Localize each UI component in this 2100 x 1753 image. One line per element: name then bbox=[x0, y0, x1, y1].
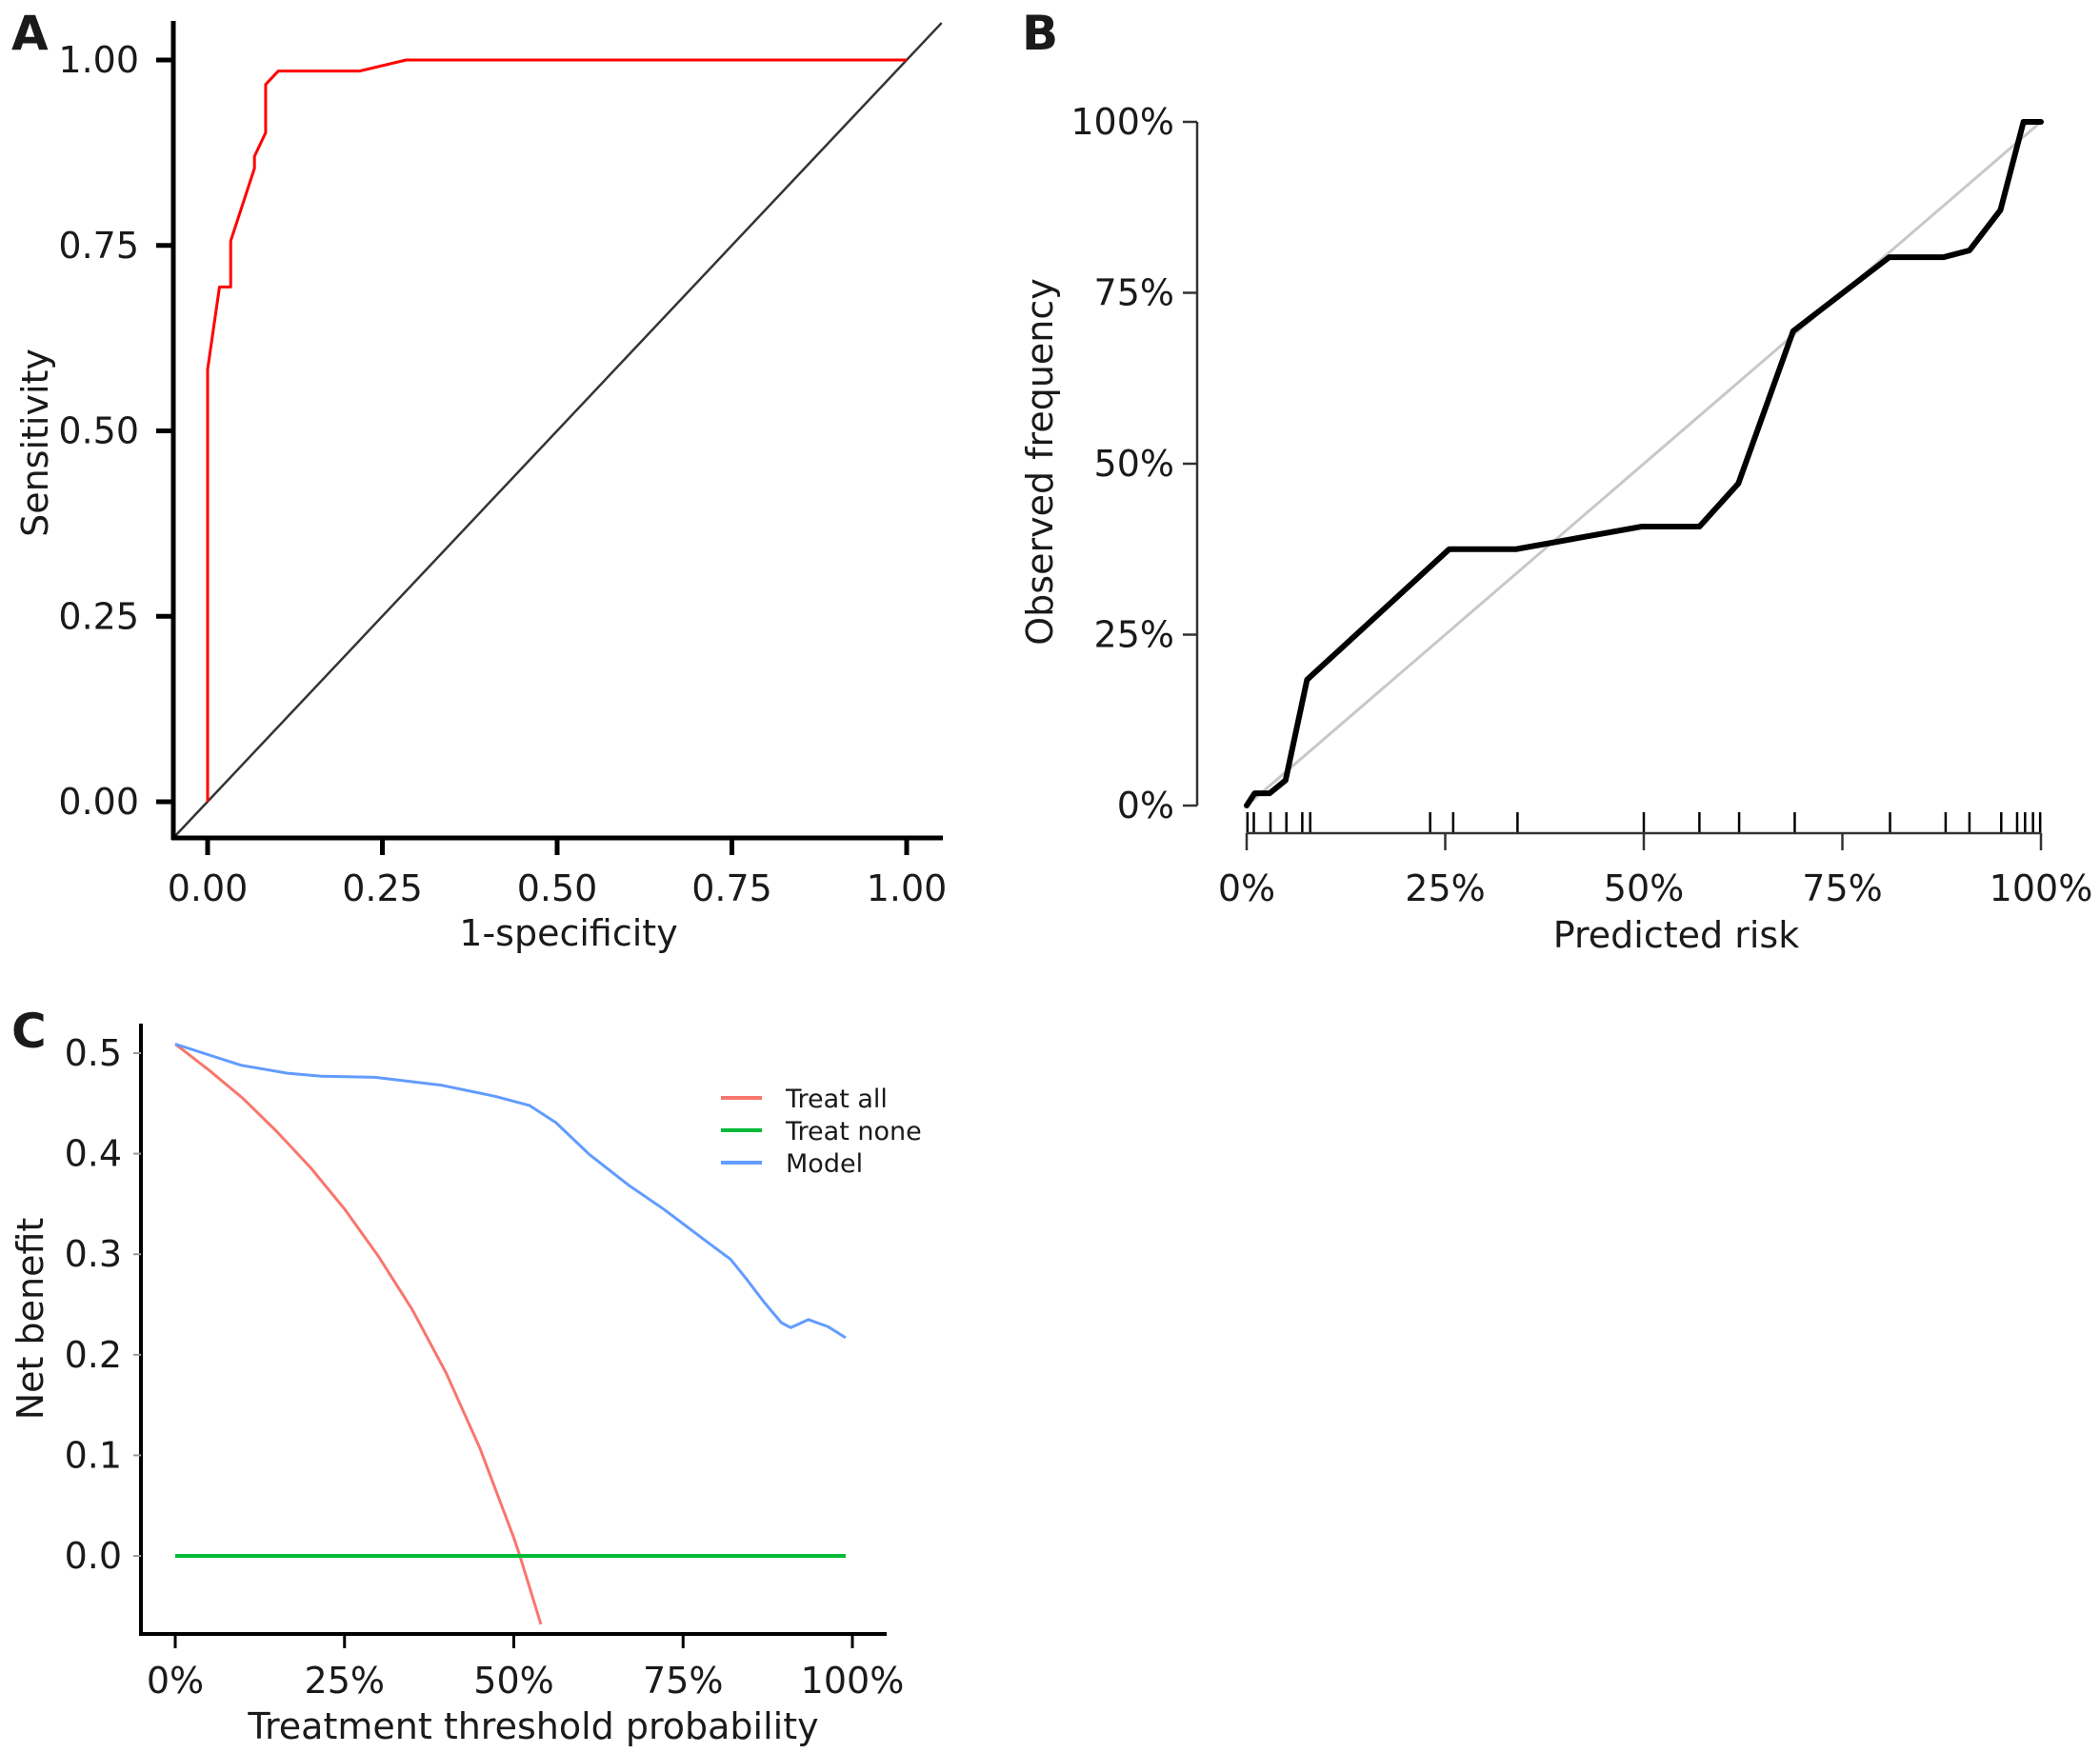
y-tick-label: 0.50 bbox=[58, 410, 139, 452]
legend-label-model: Model bbox=[786, 1149, 863, 1179]
y-tick-label: 50% bbox=[1094, 443, 1174, 485]
panel-c-axes: 0.0 0.1 0.2 0.3 0.4 0.5 0% 25% 50% 75% 100% bbox=[65, 1024, 905, 1702]
x-tick-label: 50% bbox=[473, 1660, 553, 1702]
panel-c-decision-curve-chart: C 0.0 0.1 0.2 0.3 0.4 0.5 0% 25% 50% 75% 100% Trea… bbox=[10, 1004, 922, 1747]
ideal-calibration-line bbox=[1246, 120, 2042, 807]
panel-a-marks bbox=[172, 22, 943, 839]
x-tick-label: 75% bbox=[1802, 867, 1882, 909]
panel-c-label: C bbox=[11, 1004, 47, 1059]
panel-b-axes: 0% 25% 50% 75% 100% 0% 25% 50% 75% 100% bbox=[1070, 101, 2092, 909]
y-tick-label: 0.0 bbox=[65, 1535, 122, 1577]
x-tick-label: 0.25 bbox=[342, 867, 423, 909]
y-tick-label: 1.00 bbox=[58, 39, 139, 81]
x-tick-label: 25% bbox=[305, 1660, 385, 1702]
x-tick-label: 0% bbox=[1218, 867, 1275, 909]
panel-c-marks bbox=[174, 1043, 847, 1625]
panel-a-label: A bbox=[11, 6, 49, 61]
panel-b-calibration-chart: B 0% 25% 50% 75% 100% 0% 25% 50% 75% 100% Predict… bbox=[1019, 6, 2092, 956]
x-tick-label: 100% bbox=[1990, 867, 2093, 909]
x-tick-label: 25% bbox=[1405, 867, 1485, 909]
x-tick-label: 75% bbox=[643, 1660, 723, 1702]
x-tick-label: 0.00 bbox=[168, 867, 249, 909]
y-tick-label: 0.00 bbox=[58, 781, 139, 823]
y-tick-label: 25% bbox=[1094, 614, 1174, 656]
panel-a-roc-chart: A 0.00 0.25 0.50 0.75 1.00 0.00 0.25 0.50 0.75 1.… bbox=[11, 6, 947, 954]
x-tick-label: 0.50 bbox=[517, 867, 598, 909]
panel-b-x-axis-title: Predicted risk bbox=[1553, 914, 1799, 956]
x-tick-label: 100% bbox=[801, 1660, 905, 1702]
y-tick-label: 0.75 bbox=[58, 225, 139, 267]
legend-label-treat-all: Treat all bbox=[785, 1085, 888, 1114]
panel-a-x-axis-title: 1-specificity bbox=[459, 912, 677, 954]
y-tick-label: 0.1 bbox=[65, 1434, 122, 1476]
y-tick-label: 0.4 bbox=[65, 1133, 122, 1175]
legend-label-treat-none: Treat none bbox=[785, 1117, 922, 1146]
panel-b-label: B bbox=[1022, 6, 1058, 61]
panel-b-marks bbox=[1244, 119, 2044, 833]
y-tick-label: 0% bbox=[1117, 785, 1174, 827]
panel-a-y-axis-title: Sensitivity bbox=[14, 349, 56, 537]
y-tick-label: 0.2 bbox=[65, 1334, 122, 1376]
x-tick-label: 0% bbox=[147, 1660, 204, 1702]
y-tick-label: 0.3 bbox=[65, 1233, 122, 1275]
panel-c-x-axis-title: Treatment threshold probability bbox=[247, 1705, 818, 1747]
panel-c-legend: Treat all Treat none Model bbox=[721, 1085, 922, 1179]
panel-a-axes: 0.00 0.25 0.50 0.75 1.00 0.00 0.25 0.50 0.75 1.00 bbox=[58, 21, 947, 909]
x-tick-label: 50% bbox=[1604, 867, 1684, 909]
y-tick-label: 0.5 bbox=[65, 1032, 122, 1074]
x-tick-label: 0.75 bbox=[691, 867, 772, 909]
y-tick-label: 75% bbox=[1094, 272, 1174, 314]
y-tick-label: 100% bbox=[1070, 101, 1174, 143]
panel-b-y-axis-title: Observed frequency bbox=[1019, 278, 1061, 646]
y-tick-label: 0.25 bbox=[58, 595, 139, 637]
panel-c-y-axis-title: Net benefit bbox=[10, 1218, 51, 1421]
reference-diagonal-line bbox=[172, 22, 943, 839]
x-tick-label: 1.00 bbox=[867, 867, 948, 909]
